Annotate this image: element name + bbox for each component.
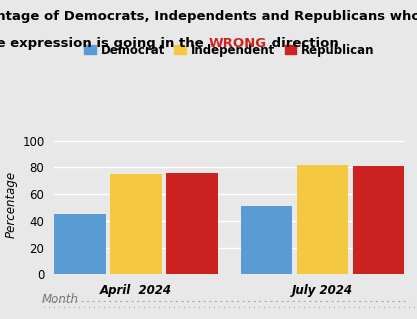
Text: WRONG: WRONG — [208, 37, 266, 50]
Text: ................................................................................: ........................................… — [42, 301, 417, 310]
Bar — [241, 206, 292, 274]
Bar — [297, 165, 349, 274]
Text: free expression is going in the: free expression is going in the — [0, 37, 208, 50]
Y-axis label: Percentage: Percentage — [5, 171, 18, 238]
Bar — [353, 166, 404, 274]
Bar — [166, 173, 218, 274]
Bar — [54, 214, 106, 274]
Legend: Democrat, Independent, Republican: Democrat, Independent, Republican — [79, 39, 379, 61]
Text: direction: direction — [266, 37, 338, 50]
Text: Percentage of Democrats, Independents and Republicans who think: Percentage of Democrats, Independents an… — [0, 10, 417, 23]
Text: Month: Month — [42, 293, 79, 307]
Bar — [110, 174, 162, 274]
